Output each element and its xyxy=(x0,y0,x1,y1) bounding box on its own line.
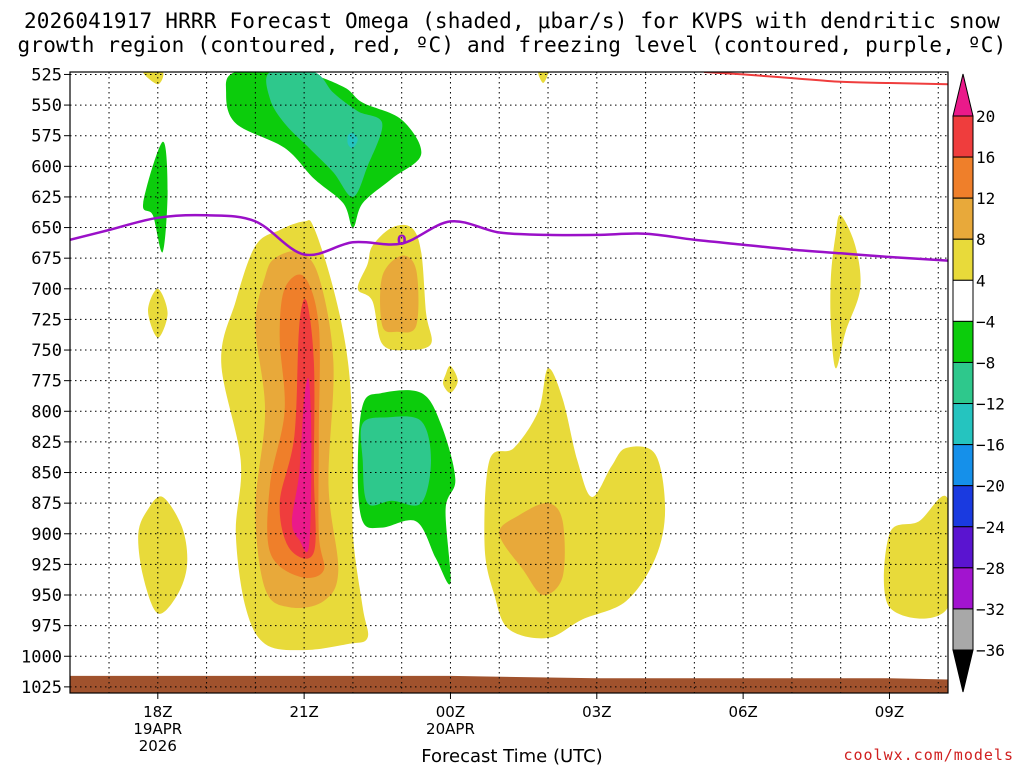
colorbar-label-8: −16 xyxy=(976,436,1005,455)
dgz-contour-line xyxy=(704,72,948,86)
y-tick-label-550: 550 xyxy=(31,96,62,116)
y-tick-label-700: 700 xyxy=(31,280,62,300)
colorbar-bin-7 xyxy=(952,361,974,405)
colorbar-bin-13 xyxy=(952,608,974,651)
omega-region-7 xyxy=(380,255,419,333)
colorbar-bin-10 xyxy=(952,485,974,528)
x-tick-label-03Z-0: 03Z xyxy=(582,703,611,721)
colorbar-bin-8 xyxy=(952,403,974,446)
y-tick-label-1025: 1025 xyxy=(21,678,62,698)
x-tick-label-00Z-0: 00Z xyxy=(436,703,465,721)
freezing-level-label: 0 xyxy=(397,233,407,249)
omega-shading-layer xyxy=(70,72,948,693)
plot-frame xyxy=(69,71,949,694)
colorbar-label-12: −32 xyxy=(976,600,1005,619)
omega-region-19 xyxy=(347,133,358,149)
colorbar-label-10: −24 xyxy=(976,518,1005,537)
colorbar-label-4: 4 xyxy=(976,271,986,290)
colorbar-label-7: −12 xyxy=(976,395,1005,414)
colorbar-bin-2 xyxy=(952,156,974,199)
omega-region-16 xyxy=(883,496,948,619)
colorbar-bin-11 xyxy=(952,526,974,569)
x-tick-label-00Z-1: 20APR xyxy=(426,720,475,738)
colorbar-bin-top xyxy=(952,73,974,117)
y-tick-label-650: 650 xyxy=(31,219,62,239)
x-tick-label-18Z-2: 2026 xyxy=(139,737,177,755)
y-tick-label-975: 975 xyxy=(31,617,62,637)
y-tick-label-775: 775 xyxy=(31,372,62,392)
colorbar: 20 16 12 8 4 −4 −8 −12 −16 −20 −24 −28 −32 −36 xyxy=(952,73,1005,693)
terrain-fill xyxy=(70,675,948,693)
colorbar-label-2: 12 xyxy=(976,189,995,208)
chart-title-line2: growth region (contoured, red, ºC) and f… xyxy=(17,33,1007,57)
omega-region-15 xyxy=(830,215,861,369)
y-tick-label-525: 525 xyxy=(31,65,62,85)
y-tick-label-750: 750 xyxy=(31,341,62,361)
y-tick-label-925: 925 xyxy=(31,555,62,575)
colorbar-bin-bottom xyxy=(952,649,974,693)
colorbar-bin-3 xyxy=(952,197,974,240)
colorbar-label-9: −20 xyxy=(976,477,1005,496)
y-tick-label-725: 725 xyxy=(31,310,62,330)
y-tick-label-575: 575 xyxy=(31,127,62,147)
axes: 525 550 575 600 625 650 675 700 725 750 775 800 825 8… xyxy=(21,65,949,755)
omega-region-11 xyxy=(138,496,188,614)
y-tick-label-950: 950 xyxy=(31,586,62,606)
contour-lines: 0 xyxy=(70,72,948,262)
omega-region-8 xyxy=(442,365,458,393)
y-tick-label-675: 675 xyxy=(31,249,62,269)
x-tick-label-06Z-0: 06Z xyxy=(728,703,757,721)
freezing-level-line xyxy=(70,213,948,262)
colorbar-label-13: −36 xyxy=(976,641,1005,660)
colorbar-label-3: 8 xyxy=(976,230,986,249)
omega-region-18 xyxy=(266,72,383,197)
colorbar-bin-5 xyxy=(952,279,974,322)
x-tick-label-09Z-0: 09Z xyxy=(875,703,904,721)
y-tick-label-825: 825 xyxy=(31,433,62,453)
omega-region-5 xyxy=(291,377,312,553)
y-tick-label-800: 800 xyxy=(31,402,62,422)
colorbar-bin-12 xyxy=(952,567,974,610)
site-credit: coolwx.com/models xyxy=(843,746,1014,764)
x-axis-label: Forecast Time (UTC) xyxy=(421,746,603,767)
omega-region-22 xyxy=(360,416,431,506)
colorbar-label-0: 20 xyxy=(976,107,995,126)
colorbar-label-1: 16 xyxy=(976,148,995,167)
colorbar-bin-6 xyxy=(952,320,974,363)
y-tick-label-850: 850 xyxy=(31,464,62,484)
x-tick-label-18Z-1: 19APR xyxy=(133,720,182,738)
colorbar-bin-1 xyxy=(952,115,974,158)
y-tick-label-1000: 1000 xyxy=(21,647,62,667)
x-tick-label-18Z-0: 18Z xyxy=(143,703,172,721)
omega-region-13 xyxy=(143,72,164,85)
colorbar-bin-9 xyxy=(952,444,974,487)
y-tick-label-600: 600 xyxy=(31,157,62,177)
colorbar-label-5: −4 xyxy=(976,312,995,331)
x-tick-label-21Z-0: 21Z xyxy=(289,703,318,721)
gridlines xyxy=(70,72,948,693)
y-tick-label-900: 900 xyxy=(31,525,62,545)
y-tick-label-875: 875 xyxy=(31,494,62,514)
y-tick-label-625: 625 xyxy=(31,188,62,208)
chart-title-line1: 2026041917 HRRR Forecast Omega (shaded, … xyxy=(23,9,1001,33)
colorbar-bin-4 xyxy=(952,238,974,281)
colorbar-label-11: −28 xyxy=(976,559,1005,578)
colorbar-label-6: −8 xyxy=(976,353,995,372)
